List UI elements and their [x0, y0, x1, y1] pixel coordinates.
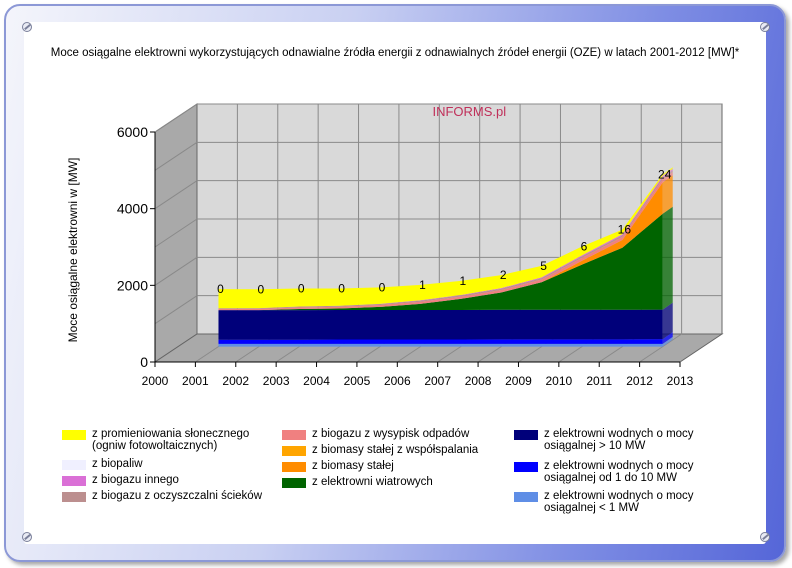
- legend-item: z elektrowni wiatrowych: [282, 476, 497, 488]
- legend-label: z biogazu z oczyszczalni ścieków: [92, 490, 263, 502]
- area-series-side: [662, 168, 673, 178]
- legend-item: z biomasy stałej z współspalania: [282, 444, 497, 456]
- corner-screw-icon: [22, 532, 32, 542]
- area-series-side: [662, 206, 673, 310]
- x-tick-label: 2013: [667, 374, 694, 388]
- y-tick-label: 6000: [117, 124, 148, 140]
- legend-label: z biogazu z wysypisk odpadów: [312, 428, 470, 440]
- legend-item: z promieniowania słonecznego (ogniw foto…: [62, 428, 277, 452]
- x-tick-label: 2008: [465, 374, 492, 388]
- data-label: 5: [540, 259, 547, 273]
- gridline: [154, 141, 198, 171]
- legend-label: z biopaliw: [92, 458, 143, 470]
- chart-title: Moce osiągalne elektrowni wykorzystujący…: [50, 47, 740, 59]
- legend-item: z elektrowni wodnych o mocy osiągalnej >…: [514, 428, 734, 452]
- data-label: 0: [338, 282, 345, 296]
- y-axis-label: Moce osiągalne elektrowni w [MW]: [66, 158, 80, 343]
- x-tick-label: 2001: [182, 374, 209, 388]
- x-tick-label: 2002: [222, 374, 249, 388]
- legend-swatch: [282, 478, 306, 488]
- legend-label: z elektrowni wiatrowych: [312, 476, 433, 488]
- area-series-side: [662, 172, 673, 183]
- legend-swatch: [514, 492, 538, 502]
- legend-item: z biogazu z oczyszczalni ścieków: [62, 490, 277, 502]
- x-tick-label: 2011: [586, 374, 612, 388]
- legend-label: z elektrowni wodnych o mocy osiągalnej >…: [544, 428, 694, 452]
- legend-label: z promieniowania słonecznego (ogniw foto…: [92, 428, 250, 452]
- data-label: 6: [581, 240, 588, 254]
- watermark: INFORMS.pl: [432, 104, 506, 119]
- gridline: [154, 180, 198, 210]
- legend-swatch: [62, 492, 86, 502]
- y-tick-label: 4000: [117, 201, 148, 217]
- legend-label: z biogazu innego: [92, 474, 179, 486]
- area-series-side: [662, 302, 673, 340]
- y-tick-label: 2000: [117, 277, 148, 293]
- area-series-side: [662, 175, 673, 214]
- x-tick-label: 2003: [263, 374, 290, 388]
- legend-swatch: [282, 446, 306, 456]
- legend-item: z biomasy stałej: [282, 460, 497, 472]
- legend-swatch: [62, 460, 86, 470]
- x-tick-label: 2009: [505, 374, 532, 388]
- corner-screw-icon: [22, 22, 32, 32]
- legend-swatch: [514, 430, 538, 440]
- data-label: 2: [500, 268, 507, 282]
- data-label: 0: [217, 282, 224, 296]
- data-label: 1: [419, 278, 426, 292]
- x-tick-label: 2006: [384, 374, 411, 388]
- corner-screw-icon: [760, 532, 770, 542]
- data-label: 1: [459, 274, 466, 288]
- area-series-side: [662, 170, 673, 180]
- area-series: [218, 174, 663, 309]
- gridline: [639, 333, 682, 363]
- x-tick-label: 2012: [626, 374, 653, 388]
- area-series-side: [662, 336, 673, 347]
- area-series-side: [662, 167, 673, 176]
- legend-label: z elektrowni wodnych o mocy osiągalnej <…: [544, 490, 694, 514]
- legend-swatch: [62, 476, 86, 486]
- legend-item: z elektrowni wodnych o mocy osiągalnej o…: [514, 460, 734, 484]
- legend-swatch: [282, 430, 306, 440]
- x-tick-label: 2000: [142, 374, 169, 388]
- legend-label: z biomasy stałej: [312, 460, 394, 472]
- legend-item: z biogazu innego: [62, 474, 277, 486]
- area-series: [218, 339, 663, 344]
- data-label: 0: [298, 282, 305, 296]
- area-series: [218, 309, 663, 340]
- data-label: 16: [618, 223, 632, 237]
- legend-label: z biomasy stałej z współspalania: [312, 444, 479, 456]
- x-tick-label: 2005: [344, 374, 371, 388]
- legend-swatch: [514, 462, 538, 472]
- data-label: 24: [658, 167, 672, 181]
- legend-item: z biogazu z wysypisk odpadów: [282, 428, 497, 440]
- legend-label: z elektrowni wodnych o mocy osiągalnej o…: [544, 460, 694, 484]
- area-series: [218, 213, 663, 311]
- gridline: [154, 103, 198, 133]
- legend-item: z elektrowni wodnych o mocy osiągalnej <…: [514, 490, 734, 514]
- area-series-side: [662, 332, 673, 344]
- gridline: [154, 218, 198, 248]
- gridline: [154, 295, 198, 325]
- gridline: [154, 256, 198, 286]
- x-tick-label: 2010: [545, 374, 572, 388]
- x-tick-label: 2007: [424, 374, 451, 388]
- x-tick-label: 2004: [303, 374, 330, 388]
- legend-item: z biopaliw: [62, 458, 277, 470]
- area-series: [218, 343, 663, 347]
- data-label: 0: [258, 282, 265, 296]
- legend-swatch: [282, 462, 306, 472]
- legend-swatch: [62, 430, 86, 440]
- corner-screw-icon: [760, 22, 770, 32]
- y-tick-label: 0: [140, 354, 148, 370]
- data-label: 0: [379, 280, 386, 294]
